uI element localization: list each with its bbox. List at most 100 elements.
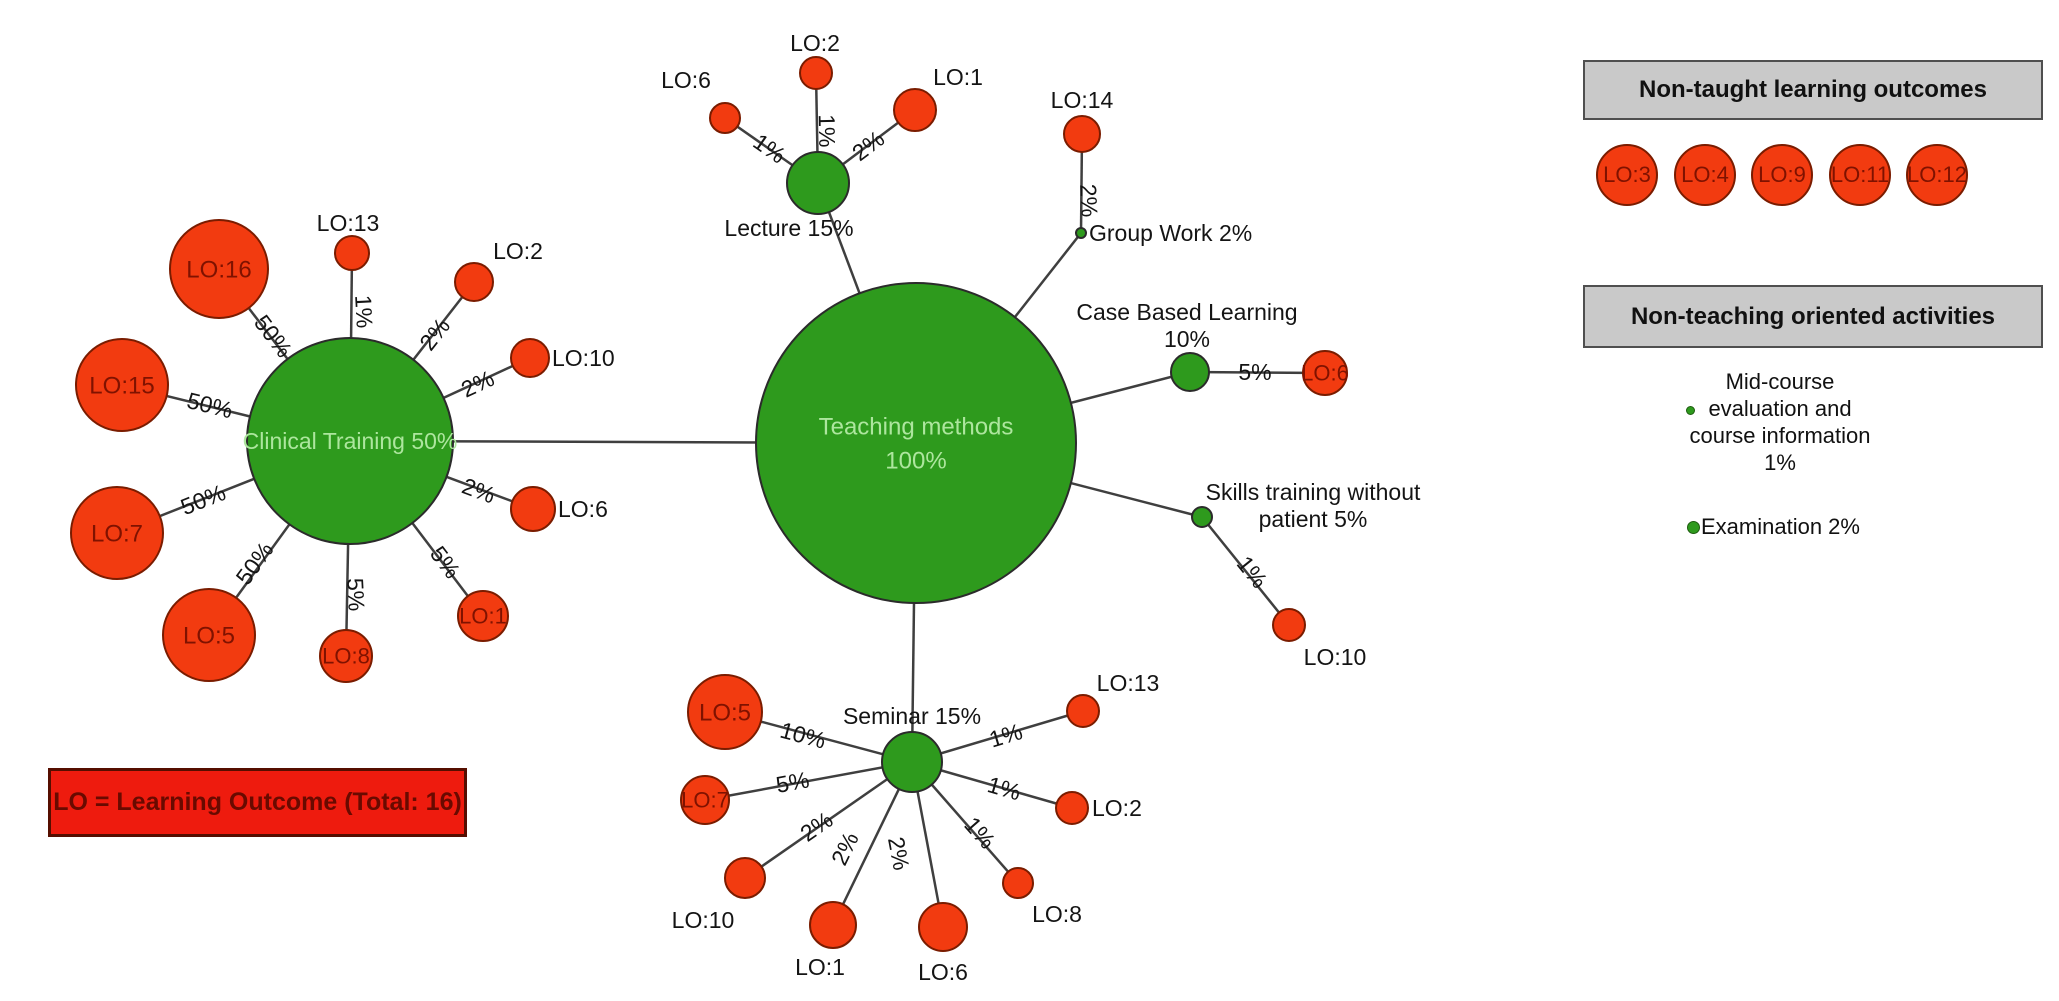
node-label-cl_lo5: LO:5: [183, 622, 235, 649]
node-lec_lo2: [799, 56, 833, 90]
node-label-cl_lo8: LO:8: [322, 644, 370, 669]
examination-dot-icon: [1687, 521, 1700, 534]
node-label-cbl: Case Based Learning: [1076, 299, 1297, 325]
node-label-sk_lo10: LO:10: [1304, 644, 1367, 670]
node-sem_lo1: [809, 901, 857, 949]
node-label-lec_lo2: LO:2: [790, 30, 840, 56]
node-label-cl_lo7: LO:7: [91, 520, 143, 547]
node-cbl: [1170, 352, 1210, 392]
node-label-sem_lo2: LO:2: [1092, 795, 1142, 821]
non-taught-lo-label: LO:12: [1907, 162, 1967, 187]
node-label-tm: Teaching methods: [819, 413, 1014, 440]
node-label-cl_lo1: LO:1: [459, 604, 507, 629]
node-cl_lo16: [169, 219, 269, 319]
node-cl_lo1: [457, 590, 509, 642]
non-teaching-activities-header: Non-teaching oriented activities: [1583, 285, 2043, 348]
node-cl_lo5: [162, 588, 256, 682]
node-sk_lo10: [1272, 608, 1306, 642]
edge-label-seminar-sem_lo5: 10%: [777, 717, 828, 754]
node-sem_lo5: [687, 674, 763, 750]
non-taught-lo-label: LO:9: [1758, 162, 1806, 187]
edge-label-lecture-lec_lo1: 2%: [847, 125, 889, 166]
non-taught-lo-label: LO:4: [1681, 162, 1729, 187]
node-label-lec_lo6: LO:6: [661, 67, 711, 93]
edge-label-clinical-cl_lo13: 1%: [350, 294, 378, 329]
node-cl_lo2: [454, 262, 494, 302]
node-tm: [755, 282, 1077, 604]
node-label-seminar: Seminar 15%: [843, 703, 981, 729]
node-cl_lo13: [334, 235, 370, 271]
mid-course-line: Mid-course: [1725, 369, 1835, 394]
node-label-cl_lo13: LO:13: [317, 210, 380, 236]
node-label-sem_lo10: LO:10: [672, 907, 735, 933]
node-label-sem_lo6: LO:6: [918, 959, 968, 985]
node-label-gw_lo14: LO:14: [1051, 87, 1114, 113]
mid-course-dot-icon: [1686, 406, 1695, 415]
mid-course-line: 1%: [1764, 450, 1796, 475]
node-label-gw: Group Work 2%: [1089, 220, 1252, 246]
edge-label-seminar-sem_lo7: 5%: [774, 766, 811, 798]
node-lec_lo1: [893, 88, 937, 132]
node-cl_lo7: [70, 486, 164, 580]
lo-legend-box: LO = Learning Outcome (Total: 16): [48, 768, 467, 837]
edge-label-clinical-cl_lo8: 5%: [342, 577, 370, 612]
node-lecture: [786, 151, 850, 215]
node-label-cl_lo10: LO:10: [552, 345, 615, 371]
non-taught-lo-label: LO:11: [1830, 162, 1890, 187]
mid-course-evaluation-label: Mid-course evaluation and course informa…: [1660, 368, 1900, 476]
edge-label-seminar-sem_lo10: 2%: [795, 806, 837, 846]
node-sem_lo6: [918, 902, 968, 952]
edge-label-seminar-sem_lo8: 1%: [959, 812, 1000, 854]
node-label-lecture: Lecture 15%: [724, 215, 853, 241]
node-label-cl_lo6: LO:6: [558, 496, 608, 522]
edge-label-lecture-lec_lo6: 1%: [749, 128, 791, 168]
edge-label-skills-sk_lo10: 1%: [1232, 551, 1273, 593]
examination-label: Examination 2%: [1701, 514, 1860, 539]
node-label-sem_lo8: LO:8: [1032, 901, 1082, 927]
edge-label-cbl-cbl_lo6: 5%: [1238, 359, 1271, 385]
edge-label-clinical-cl_lo15: 50%: [184, 387, 235, 423]
node-gw: [1075, 227, 1087, 239]
non-taught-outcomes-header: Non-taught learning outcomes: [1583, 60, 2043, 120]
edge-label-clinical-cl_lo6: 2%: [459, 473, 499, 509]
edge-label-seminar-sem_lo13: 1%: [986, 718, 1025, 752]
node-gw_lo14: [1063, 115, 1101, 153]
node-label-cbl_lo6: LO:6: [1301, 361, 1349, 386]
node-sem_lo7: [680, 775, 730, 825]
mid-course-line: evaluation and: [1708, 396, 1852, 421]
edge-label-gw-gw_lo14: 2%: [1075, 183, 1103, 218]
node-label-clinical: Clinical Training 50%: [243, 428, 458, 454]
node-sem_lo8: [1002, 867, 1034, 899]
non-taught-lo-circle: LO:12: [1906, 144, 1968, 206]
non-taught-outcomes-title: Non-taught learning outcomes: [1639, 76, 1987, 103]
non-taught-lo-circle: LO:11: [1829, 144, 1891, 206]
node-cl_lo8: [319, 629, 373, 683]
node-clinical: [246, 337, 454, 545]
node-label-cl_lo15: LO:15: [89, 372, 154, 399]
node-label-cl_lo2: LO:2: [493, 238, 543, 264]
node-sem_lo10: [724, 857, 766, 899]
node-sem_lo2: [1055, 791, 1089, 825]
node-cl_lo10: [510, 338, 550, 378]
edge-label-lecture-lec_lo2: 1%: [814, 114, 841, 148]
non-taught-lo-circle: LO:9: [1751, 144, 1813, 206]
node-sem_lo13: [1066, 694, 1100, 728]
node-label-sem_lo5: LO:5: [699, 699, 751, 726]
node-cbl_lo6: [1302, 350, 1348, 396]
node-cl_lo6: [510, 486, 556, 532]
lo-legend-label: LO = Learning Outcome (Total: 16): [53, 788, 462, 816]
node-label-sem_lo13: LO:13: [1097, 670, 1160, 696]
node-skills: [1191, 506, 1213, 528]
edge-label-seminar-sem_lo2: 1%: [985, 771, 1024, 805]
non-teaching-activities-title: Non-teaching oriented activities: [1630, 302, 1996, 330]
edge-seminar-sem_lo10: [744, 760, 913, 880]
edge-seminar-sem_lo7: [704, 760, 913, 802]
node-label-skills: patient 5%: [1259, 506, 1368, 532]
edge-label-clinical-cl_lo5: 50%: [230, 537, 278, 590]
edge-label-seminar-sem_lo1: 2%: [826, 828, 864, 869]
edge-label-clinical-cl_lo10: 2%: [457, 365, 498, 403]
node-label-sem_lo7: LO:7: [681, 788, 729, 813]
node-cl_lo15: [75, 338, 169, 432]
